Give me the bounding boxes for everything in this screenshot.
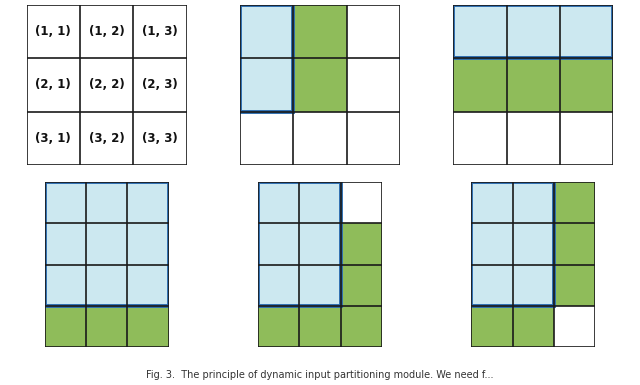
Text: (1, 2): (1, 2) (89, 25, 125, 38)
Bar (560, 5, 613, 59)
Text: (3, 1): (3, 1) (35, 132, 71, 145)
Bar (453, 5, 613, 59)
Text: (2, 2): (2, 2) (89, 79, 125, 92)
Text: (1, 1): (1, 1) (35, 25, 71, 38)
Text: (1, 3): (1, 3) (142, 25, 178, 38)
Bar (453, 59, 613, 112)
Bar (240, 5, 293, 112)
Bar (127, 182, 168, 306)
Bar (293, 5, 347, 112)
Text: (3, 2): (3, 2) (89, 132, 125, 145)
Bar (340, 223, 382, 347)
Text: (3, 3): (3, 3) (142, 132, 178, 145)
Bar (45, 182, 168, 306)
Bar (554, 182, 595, 306)
Bar (45, 306, 168, 347)
Text: (2, 1): (2, 1) (35, 79, 71, 92)
Bar (258, 306, 340, 347)
Bar (472, 306, 554, 347)
Bar (258, 182, 340, 306)
Bar (453, 5, 613, 59)
Bar (472, 182, 554, 306)
Text: (2, 3): (2, 3) (142, 79, 178, 92)
Text: Fig. 3.  The principle of dynamic input partitioning module. We need f...: Fig. 3. The principle of dynamic input p… (147, 370, 493, 380)
